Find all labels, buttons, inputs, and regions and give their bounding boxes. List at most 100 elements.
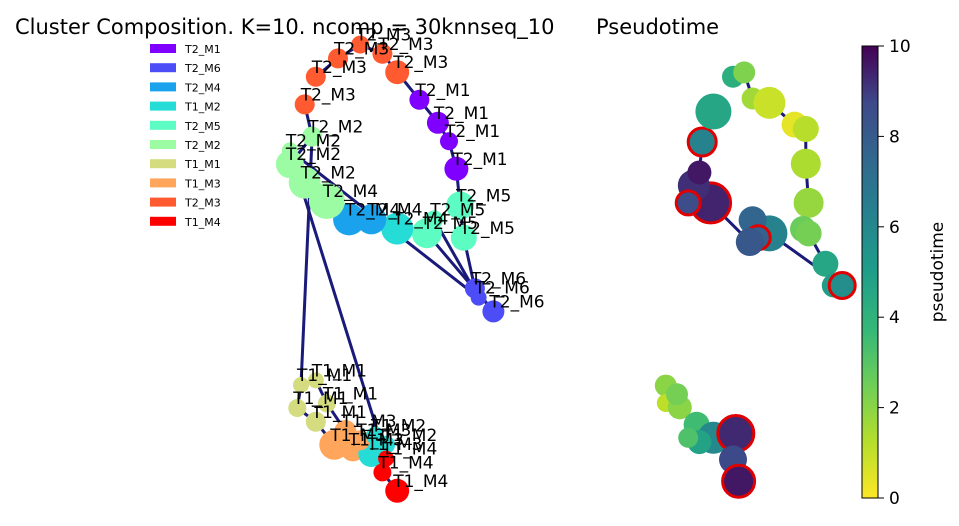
cluster-node bbox=[317, 394, 336, 413]
cluster-node-label: T2_M5 bbox=[429, 200, 485, 220]
pseudotime-node bbox=[793, 187, 824, 218]
cluster-node bbox=[373, 463, 392, 482]
cluster-node-label: T2_M6 bbox=[470, 269, 526, 289]
pseudotime-node bbox=[827, 271, 857, 301]
legend-entry: T2_M4 bbox=[184, 81, 221, 94]
legend: T2_M1 T2_M6 T2_M4 T1_M2 T2_M5 T2_M2 T1_M1 T1_M3… bbox=[150, 43, 221, 229]
legend-swatch bbox=[150, 120, 176, 130]
pseudotime-node bbox=[735, 228, 764, 257]
cluster-node bbox=[293, 377, 309, 393]
cluster-node bbox=[350, 430, 371, 451]
pseudotime-node bbox=[790, 148, 821, 179]
cluster-node bbox=[444, 156, 469, 181]
cluster-node bbox=[372, 43, 393, 64]
pseudotime-node bbox=[721, 463, 757, 499]
colorbar-tick-label: 6 bbox=[889, 218, 900, 238]
cluster-node-label: T2_M3 bbox=[300, 85, 356, 105]
cluster-node-label: T2_M3 bbox=[377, 35, 433, 55]
pseudotime-panel: Pseudotime bbox=[596, 15, 857, 499]
cluster-node-label: T2_M5 bbox=[455, 187, 511, 207]
legend-entry: T1_M3 bbox=[184, 177, 221, 190]
cluster-node bbox=[450, 224, 477, 251]
legend-entry: T2_M5 bbox=[184, 120, 221, 133]
cluster-node bbox=[305, 66, 326, 87]
cluster-node bbox=[275, 150, 304, 179]
cluster-node-label: T2_M4 bbox=[322, 182, 378, 202]
colorbar-tick-label: 2 bbox=[889, 399, 900, 419]
cluster-node-label: T1_M4 bbox=[381, 440, 437, 460]
colorbar-gradient bbox=[861, 45, 879, 499]
cluster-node bbox=[307, 372, 324, 389]
cluster-node-label: T2_M3 bbox=[355, 26, 411, 46]
legend-swatch bbox=[150, 216, 176, 226]
legend-swatch bbox=[150, 140, 176, 149]
colorbar-tick-label: 0 bbox=[889, 489, 900, 509]
cluster-node-label: T2_M2 bbox=[300, 164, 356, 184]
legend-swatch bbox=[150, 197, 176, 207]
cluster-node bbox=[385, 60, 410, 85]
cluster-node bbox=[381, 212, 414, 245]
cluster-composition-panel: Cluster Composition. K=10. ncomp = 30knn… bbox=[15, 15, 555, 503]
cluster-node-label: T2_M2 bbox=[307, 118, 363, 138]
cluster-node bbox=[409, 89, 430, 110]
pseudotime-node bbox=[795, 220, 822, 247]
legend-swatch bbox=[150, 101, 176, 111]
cluster-node-label: T1_M1 bbox=[292, 389, 348, 409]
cluster-node-label: T1_M1 bbox=[322, 384, 378, 404]
pseudotime-title: Pseudotime bbox=[596, 15, 719, 39]
legend-entry: T2_M2 bbox=[184, 139, 221, 152]
cluster-node-label: T1_M3 bbox=[355, 421, 411, 441]
cluster-node bbox=[356, 204, 387, 235]
legend-entry: T2_M1 bbox=[184, 43, 221, 56]
cluster-node bbox=[302, 126, 323, 147]
cluster-node-label: T2_M1 bbox=[451, 150, 507, 170]
cluster-node-label: T2_M3 bbox=[333, 39, 389, 59]
colorbar-label: pseudotime bbox=[928, 222, 948, 322]
cluster-node-label: T1_M3 bbox=[348, 430, 404, 450]
pseudotime-node bbox=[792, 115, 819, 142]
cluster-node-label: T1_M3 bbox=[340, 412, 396, 432]
pseudotime-node bbox=[678, 427, 699, 448]
cluster-node bbox=[328, 48, 348, 69]
cluster-graph-nodes bbox=[275, 35, 505, 503]
cluster-node-label: T1_M2 bbox=[381, 426, 437, 446]
cluster-node-label: T2_M1 bbox=[414, 81, 470, 101]
cluster-node-label: T1_M4 bbox=[392, 472, 448, 492]
legend-entry: T2_M3 bbox=[184, 197, 221, 210]
cluster-node-label: T2_M5 bbox=[459, 219, 515, 239]
cluster-node-label: T2_M3 bbox=[311, 58, 367, 78]
colorbar-tick-label: 8 bbox=[889, 127, 900, 147]
cluster-node bbox=[294, 94, 315, 115]
cluster-node-label: T2_M2 bbox=[285, 145, 341, 165]
cluster-node bbox=[305, 411, 326, 432]
cluster-node-label: T2_M4 bbox=[366, 200, 422, 220]
legend-swatch bbox=[150, 159, 176, 169]
cluster-node-label: T2_M2 bbox=[285, 131, 341, 151]
cluster-node bbox=[281, 142, 298, 159]
cluster-node-label: T1_M2 bbox=[370, 417, 426, 437]
cluster-node-labels: T2_M3T2_M3T2_M3T2_M3T2_M3T2_M1T2_M1T2_M1… bbox=[285, 26, 545, 492]
legend-entry: T1_M1 bbox=[184, 158, 221, 171]
cluster-node bbox=[385, 478, 410, 503]
cluster-node-label: T2_M1 bbox=[433, 104, 489, 124]
cluster-composition-title: Cluster Composition. K=10. ncomp = 30knn… bbox=[15, 15, 555, 40]
pseudotime-node bbox=[695, 93, 732, 130]
legend-entry: T1_M4 bbox=[184, 216, 221, 229]
cluster-node bbox=[378, 450, 395, 467]
legend-swatch bbox=[150, 82, 176, 92]
pseudotime-node bbox=[687, 160, 712, 185]
pseudotime-node bbox=[733, 61, 756, 84]
cluster-node-label: T1_M1 bbox=[296, 366, 352, 386]
cluster-node-label: T2_M4 bbox=[392, 210, 448, 230]
cluster-node-label: T1_M1 bbox=[311, 361, 367, 381]
cluster-node bbox=[426, 111, 449, 134]
cluster-node bbox=[334, 420, 357, 442]
cluster-node-label: T2_M4 bbox=[344, 200, 400, 220]
cluster-node-label: T1_M3 bbox=[366, 435, 422, 455]
cluster-node bbox=[446, 191, 475, 220]
pseudotime-node bbox=[666, 383, 688, 406]
cluster-node bbox=[440, 132, 458, 151]
cluster-edge bbox=[288, 149, 388, 460]
cluster-node bbox=[366, 426, 384, 445]
